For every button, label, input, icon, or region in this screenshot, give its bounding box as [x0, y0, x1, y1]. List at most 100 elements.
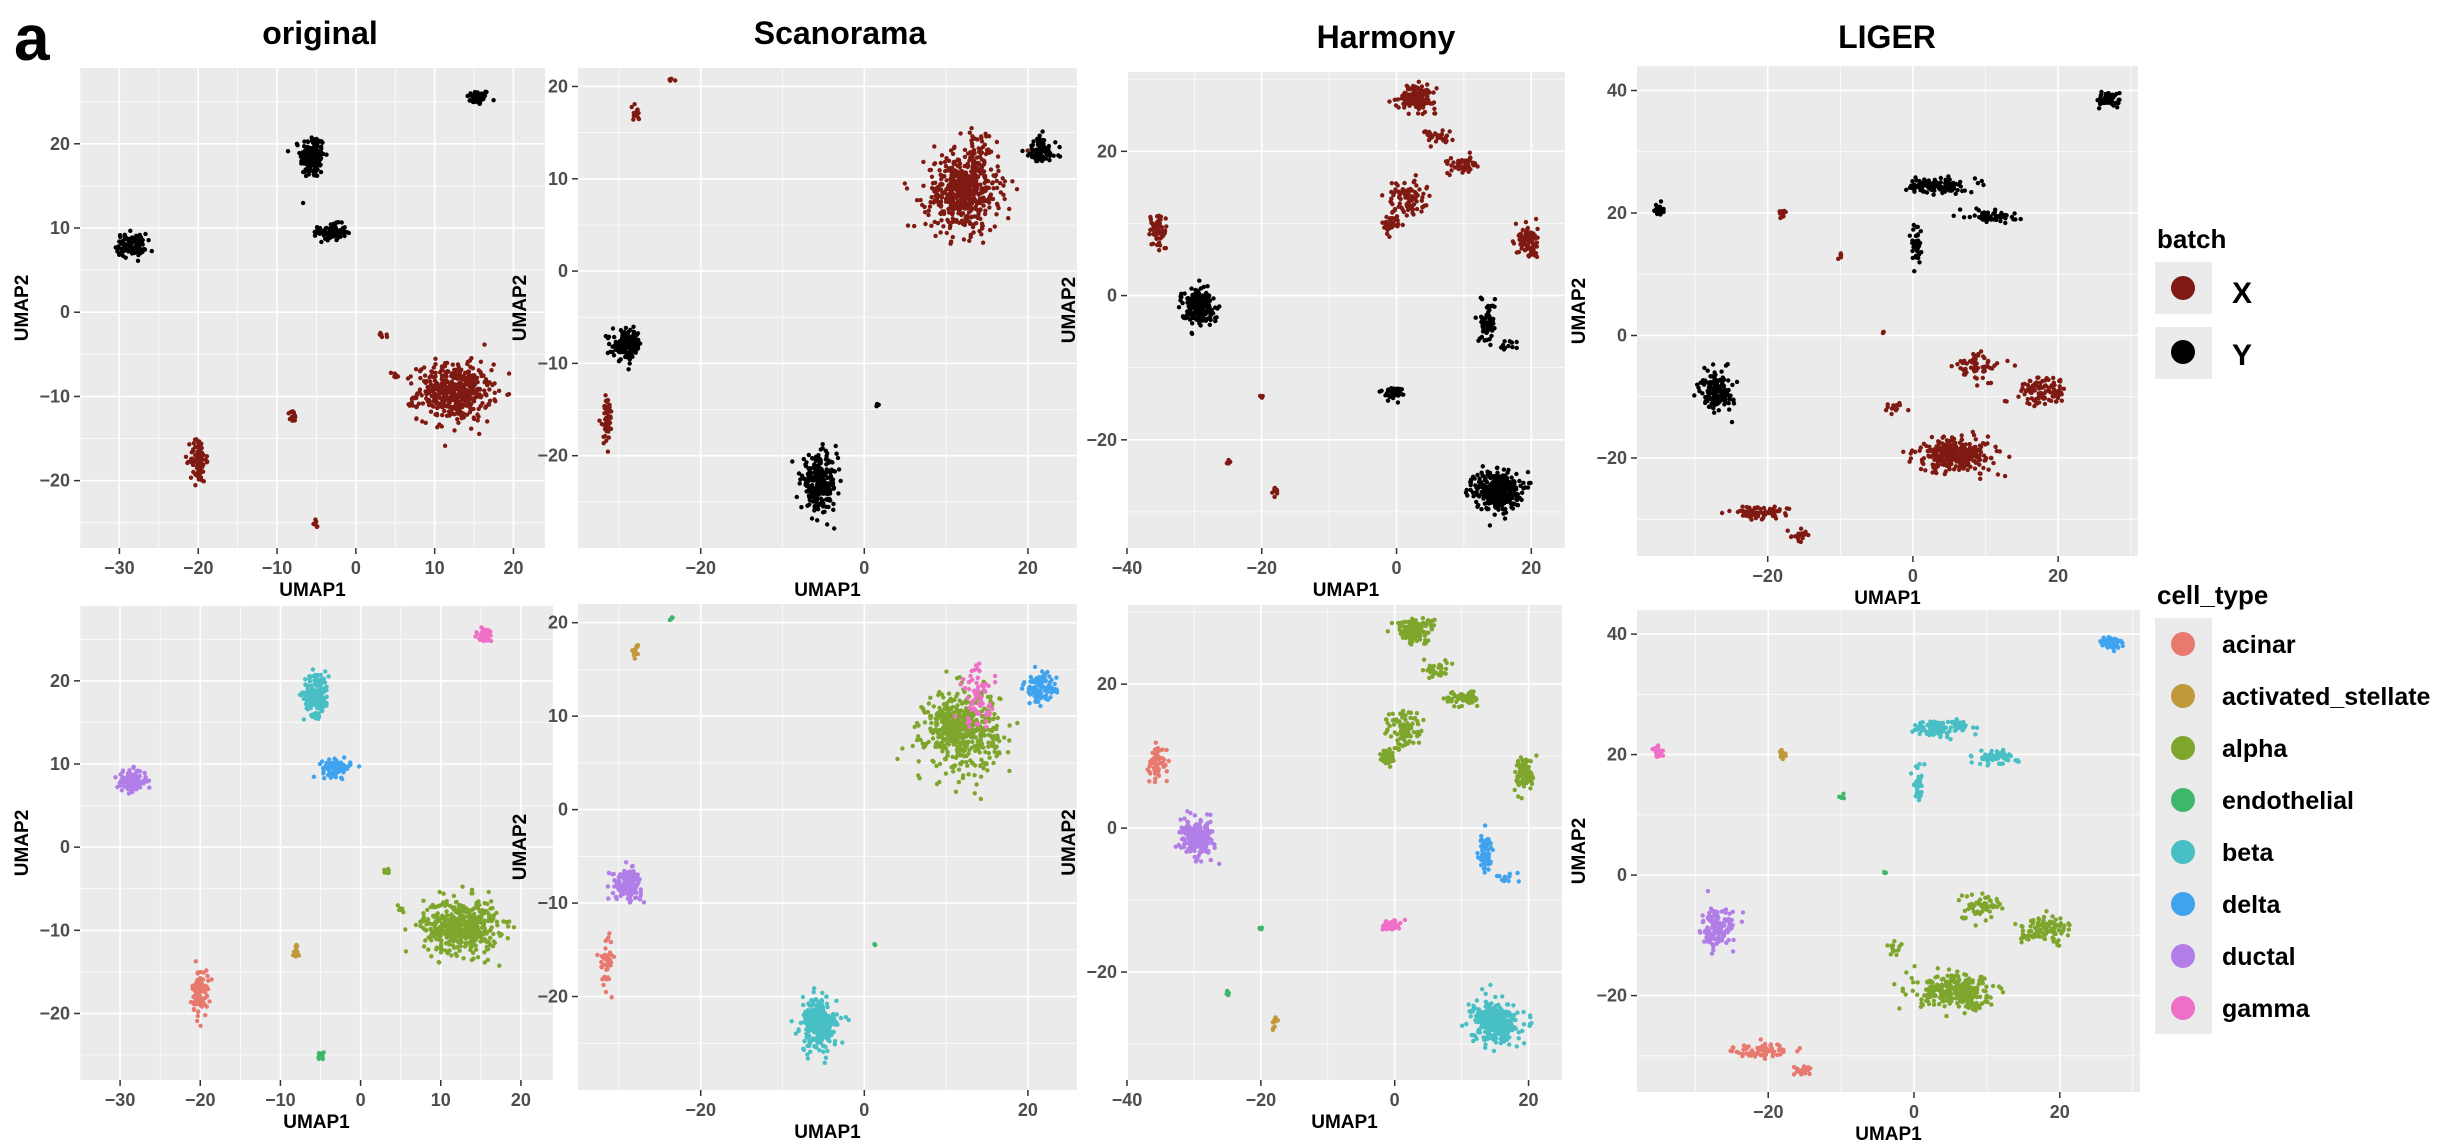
scanorama-celltype-point-c4: [626, 889, 632, 895]
scanorama-batch-point-c0: [921, 183, 926, 188]
scanorama-batch-point-c0: [902, 181, 907, 186]
original-batch-point-c4: [471, 386, 476, 392]
scanorama-celltype-point-c3: [829, 1029, 834, 1035]
harmony-batch-point-c5: [1514, 250, 1520, 255]
original-batch-point-c4: [462, 398, 467, 403]
original-batch-point-c4: [471, 415, 476, 420]
scanorama-batch-point-c6: [636, 110, 641, 116]
scanorama-batch-point-c3: [834, 451, 839, 456]
scanorama-batch-point-c0: [928, 200, 933, 205]
original-batch-point-c3: [118, 234, 123, 240]
scanorama-batch-point-c5: [604, 399, 610, 405]
scanorama-celltype-point-c4: [626, 883, 632, 889]
scanorama-celltype-point-c0: [916, 734, 921, 739]
scanorama-batch-point-c0: [944, 230, 949, 236]
scanorama-celltype-point-c1: [980, 683, 986, 688]
original-celltype-point-c4: [441, 891, 446, 896]
scanorama-batch-point-c3: [813, 505, 819, 510]
scanorama-celltype-point-c3: [804, 1027, 809, 1032]
original-celltype-point-c1: [320, 708, 325, 714]
harmony-batch-point-c4: [1390, 209, 1395, 215]
scanorama-celltype-point-c0: [986, 740, 991, 745]
scanorama-celltype-point-c0: [947, 735, 952, 741]
scanorama-batch-point-c0: [953, 202, 958, 207]
scanorama-celltype-point-c3: [818, 1030, 824, 1035]
original-batch-point-c3: [137, 232, 142, 238]
original-batch-point-c4: [475, 412, 480, 417]
original-batch-point-c4: [442, 380, 447, 385]
scanorama-celltype-point-c1: [978, 703, 983, 709]
scanorama-celltype-point-c1: [962, 685, 968, 691]
scanorama-batch-point-c0: [983, 208, 988, 213]
original-celltype-point-c1: [317, 699, 322, 705]
original-batch-point-c1: [314, 149, 320, 154]
scanorama-celltype-point-c0: [978, 763, 983, 768]
scanorama-celltype-point-c0: [944, 730, 949, 735]
original-batch-point-c1: [315, 173, 320, 178]
scanorama-batch-point-c3: [828, 474, 833, 479]
harmony-batch-point-c3: [1441, 138, 1446, 143]
scanorama-celltype-point-c0: [1007, 723, 1012, 728]
original-celltype-point-c4: [490, 905, 495, 911]
scanorama-batch-point-c2: [1029, 143, 1034, 148]
original-batch-point-c3: [136, 237, 142, 242]
scanorama-celltype-point-c4: [606, 870, 612, 876]
scanorama-batch-point-c0: [939, 218, 944, 223]
original-celltype-point-c4: [467, 910, 472, 916]
original-celltype-point-c3: [147, 785, 152, 790]
scanorama-batch-point-c3: [790, 459, 795, 464]
scanorama-batch-point-c5: [607, 420, 613, 425]
scanorama-celltype-point-c0: [953, 755, 959, 760]
harmony-batch-point-c5: [1525, 244, 1531, 249]
scanorama-celltype-point-c0: [985, 768, 990, 773]
original-celltype-point-c1: [312, 713, 317, 719]
original-celltype-point-c4: [435, 904, 441, 909]
original-celltype-point-c4: [418, 923, 423, 929]
scanorama-batch-point-c0: [990, 181, 995, 186]
original-celltype-point-c4: [475, 955, 481, 960]
scanorama-batch-point-c3: [807, 494, 812, 500]
scanorama-batch-point-c0: [937, 168, 942, 173]
scanorama-batch-point-c3: [823, 448, 828, 453]
original-batch-point-c4: [463, 380, 468, 385]
original-batch-ylabel: UMAP2: [12, 275, 33, 342]
original-celltype-point-c1: [321, 703, 327, 709]
original-celltype-point-c2: [356, 764, 362, 769]
original-batch-point-c4: [469, 356, 474, 361]
original-batch-point-c4: [452, 388, 457, 393]
scanorama-batch-point-c5: [603, 393, 608, 398]
scanorama-celltype-point-c0: [994, 723, 1000, 728]
harmony-batch-point-c0: [1411, 99, 1417, 105]
original-celltype-point-c4: [460, 904, 466, 910]
scanorama-celltype-point-c0: [929, 714, 934, 719]
original-celltype-point-c4: [420, 917, 426, 922]
scanorama-celltype-point-c1: [975, 693, 980, 698]
scanorama-celltype-point-c5: [611, 954, 617, 959]
harmony-batch-point-c0: [1405, 85, 1411, 90]
scanorama-celltype-point-c0: [986, 732, 991, 738]
scanorama-celltype-point-c0: [956, 767, 962, 772]
original-celltype-point-c4: [429, 954, 434, 959]
harmony-batch-point-c1: [1380, 193, 1385, 198]
original-batch-point-c4: [442, 408, 447, 414]
original-celltype-point-c4: [449, 912, 454, 917]
scanorama-celltype-point-c0: [924, 741, 929, 746]
original-celltype-point-c4: [470, 950, 476, 955]
original-celltype-point-c5: [195, 970, 200, 975]
scanorama-celltype-point-c6: [631, 650, 636, 655]
harmony-batch-point-c1: [1417, 187, 1422, 192]
scanorama-celltype-point-c4: [632, 895, 638, 901]
scanorama-celltype-point-c5: [605, 937, 610, 942]
original-celltype-point-c9: [396, 907, 402, 913]
original-celltype-point-c4: [474, 935, 479, 940]
scanorama-celltype-point-c0: [944, 669, 949, 674]
scanorama-celltype-point-c0: [991, 716, 996, 721]
scanorama-celltype-point-c3: [840, 1040, 845, 1045]
original-celltype-point-c0: [485, 638, 490, 643]
original-batch-point-c4: [428, 409, 434, 414]
original-batch-point-c4: [486, 402, 492, 407]
scanorama-celltype-point-c2: [1032, 684, 1038, 690]
original-batch-point-c7: [311, 521, 316, 527]
harmony-batch-point-c1: [1413, 173, 1419, 178]
scanorama-celltype-point-c1: [992, 673, 998, 679]
